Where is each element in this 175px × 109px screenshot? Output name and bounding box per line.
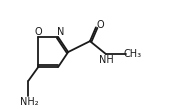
Text: NH: NH <box>99 55 114 65</box>
Text: CH₃: CH₃ <box>123 49 141 59</box>
Text: NH₂: NH₂ <box>20 97 39 107</box>
Text: N: N <box>57 27 64 37</box>
Text: O: O <box>35 27 42 37</box>
Text: O: O <box>96 20 104 30</box>
